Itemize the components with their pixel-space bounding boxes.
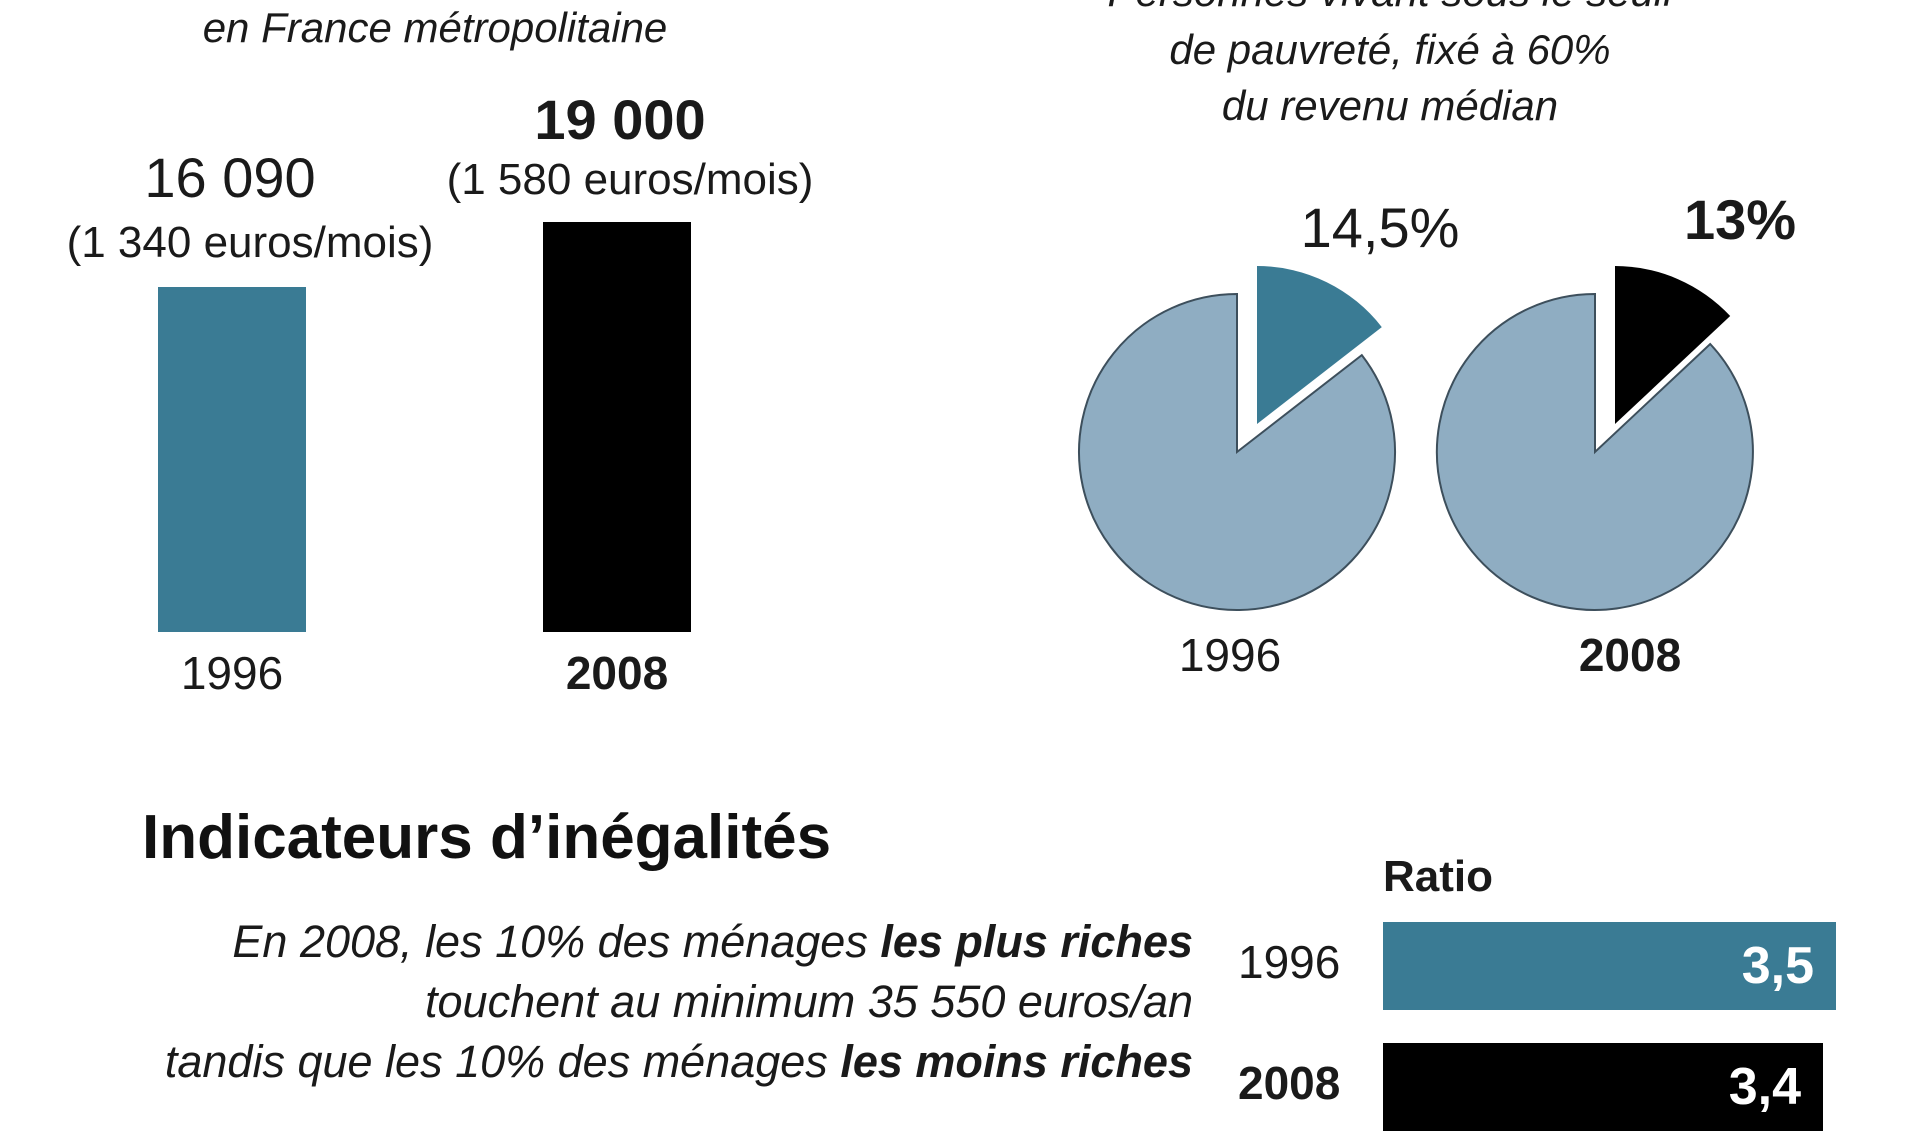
- poverty-subtitle-line-3: du revenu médian: [1221, 82, 1559, 129]
- income-year-1996: 1996: [180, 647, 284, 699]
- inequality-text-2-normal: touchent au minimum 35 550 euros/an: [425, 976, 1193, 1027]
- inequality-text-1-normal: En 2008, les 10% des ménages: [232, 916, 881, 967]
- ratio-value-1996: 3,5: [1741, 937, 1814, 995]
- pie-year-2008: 2008: [1578, 629, 1682, 681]
- poverty-subtitle-line-2: de pauvreté, fixé à 60%: [1169, 26, 1611, 73]
- poverty-subtitle-line-1: Personnes vivant sous le seuil: [1040, 0, 1740, 16]
- ratio-bar-2008: 3,4: [1383, 1043, 1823, 1131]
- inequality-text-3-bold: les moins riches: [840, 1036, 1193, 1087]
- pie-1996: [1078, 266, 1397, 611]
- income-year-2008: 2008: [565, 647, 669, 699]
- income-bar-2008: [543, 222, 691, 632]
- ratio-value-2008: 3,4: [1728, 1058, 1801, 1116]
- income-monthly-1996: (1 340 euros/mois): [66, 218, 434, 267]
- poverty-pies: [1078, 266, 1754, 611]
- ratio-header: Ratio: [1383, 852, 1493, 901]
- inequality-text-line-2: touchent au minimum 35 550 euros/an: [0, 972, 1193, 1032]
- inequality-text-3-normal: tandis que les 10% des ménages: [164, 1036, 841, 1087]
- income-subtitle: en France métropolitaine: [202, 4, 668, 51]
- pie-label-1996: 14,5%: [1300, 196, 1460, 259]
- income-value-2008: 19 000: [534, 88, 706, 151]
- inequality-title: Indicateurs d’inégalités: [142, 803, 832, 872]
- ratio-bar-1996: 3,5: [1383, 922, 1836, 1010]
- inequality-text-line-3: tandis que les 10% des ménages les moins…: [0, 1032, 1193, 1092]
- ratio-year-1996: 1996: [1238, 936, 1341, 988]
- income-monthly-2008: (1 580 euros/mois): [446, 155, 814, 204]
- pie-2008: [1435, 266, 1754, 611]
- pie-year-1996: 1996: [1178, 629, 1282, 681]
- inequality-text-1-bold: les plus riches: [880, 916, 1193, 967]
- inequality-text-line-1: En 2008, les 10% des ménages les plus ri…: [0, 912, 1193, 972]
- income-bar-1996: [158, 287, 306, 632]
- ratio-year-2008: 2008: [1238, 1057, 1341, 1109]
- pie-label-2008: 13%: [1683, 188, 1797, 251]
- income-value-1996: 16 090: [144, 146, 316, 209]
